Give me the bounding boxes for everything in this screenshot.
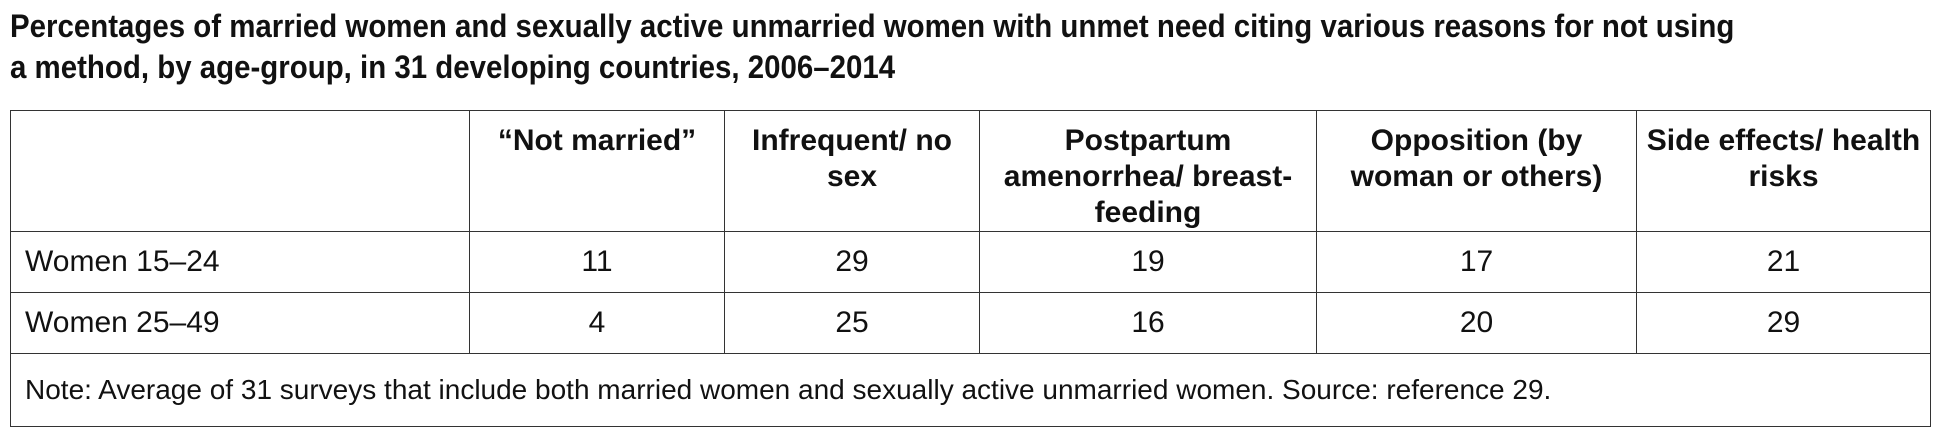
row-label: Women 25–49	[10, 292, 470, 354]
table-cell: 4	[469, 292, 725, 354]
table-row: Women 25–49 4 25 16 20 29	[10, 292, 1931, 354]
row-label: Women 15–24	[10, 231, 470, 293]
source-label: Source:	[1282, 374, 1379, 405]
source-text: reference 29.	[1378, 374, 1552, 405]
table-cell: 29	[724, 231, 980, 293]
table-cell: 20	[1316, 292, 1637, 354]
table-cell: 16	[979, 292, 1317, 354]
header-cell-not-married: “Not married”	[469, 110, 725, 232]
table-cell: 29	[1636, 292, 1931, 354]
note-label: Note:	[25, 374, 92, 405]
header-cell-postpartum: Postpartum amenorrhea/ breast-feeding	[979, 110, 1317, 232]
table-cell: 19	[979, 231, 1317, 293]
header-cell-side-effects: Side effects/ health risks	[1636, 110, 1931, 232]
footnote-row: Note: Average of 31 surveys that include…	[10, 353, 1931, 427]
table-row: Women 15–24 11 29 19 17 21	[10, 231, 1931, 293]
footnote-cell: Note: Average of 31 surveys that include…	[10, 353, 1931, 427]
note-text: Average of 31 surveys that include both …	[91, 374, 1283, 405]
header-cell-empty	[10, 110, 470, 232]
table-cell: 21	[1636, 231, 1931, 293]
header-cell-opposition: Opposition (by woman or others)	[1316, 110, 1637, 232]
header-row: “Not married” Infrequent/ no sex Postpar…	[10, 110, 1931, 232]
table-title: Percentages of married women and sexuall…	[10, 8, 1735, 85]
table-cell: 25	[724, 292, 980, 354]
data-table: “Not married” Infrequent/ no sex Postpar…	[10, 110, 1931, 427]
table-cell: 11	[469, 231, 725, 293]
table-cell: 17	[1316, 231, 1637, 293]
header-cell-infrequent-sex: Infrequent/ no sex	[724, 110, 980, 232]
